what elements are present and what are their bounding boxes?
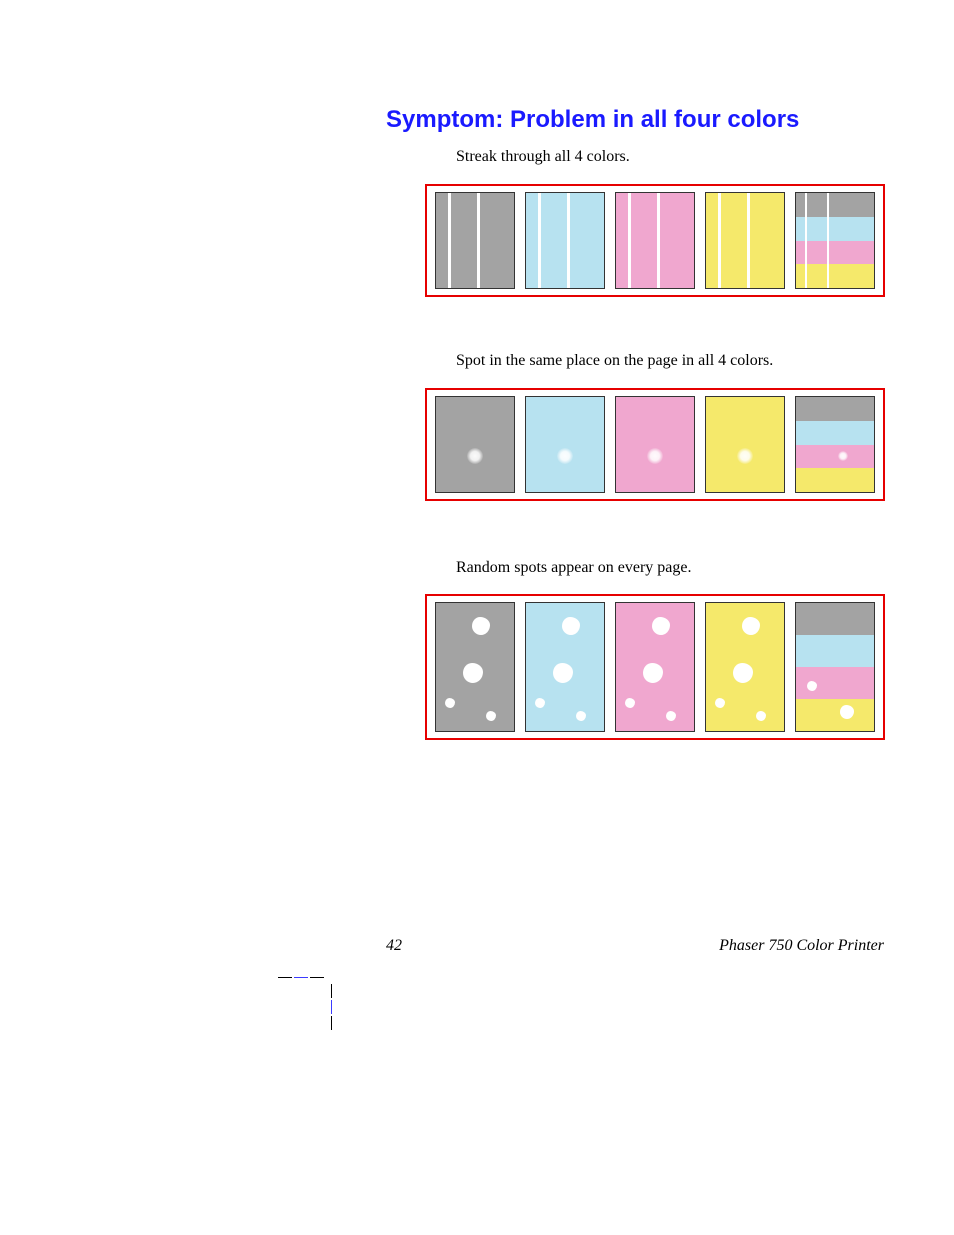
page-number: 42 [386,937,402,955]
color-swatch [435,192,515,289]
panel-random [425,594,885,740]
panel-streak [425,184,885,297]
document-page: Symptom: Problem in all four colors Stre… [0,0,954,1235]
caption-random: Random spots appear on every page. [456,559,691,577]
color-swatch [525,602,605,732]
section-heading: Symptom: Problem in all four colors [386,106,799,134]
color-swatch [615,396,695,493]
color-swatch [705,602,785,732]
panel-spot [425,388,885,501]
color-swatch [705,192,785,289]
color-swatch [435,396,515,493]
color-swatch [615,192,695,289]
caption-spot: Spot in the same place on the page in al… [456,352,773,370]
combined-swatch [795,192,875,289]
color-swatch [705,396,785,493]
color-swatch [525,192,605,289]
combined-swatch [795,602,875,732]
caption-streak: Streak through all 4 colors. [456,148,630,166]
color-swatch [615,602,695,732]
footer-device-name: Phaser 750 Color Printer [719,937,884,955]
color-swatch [525,396,605,493]
color-swatch [435,602,515,732]
combined-swatch [795,396,875,493]
